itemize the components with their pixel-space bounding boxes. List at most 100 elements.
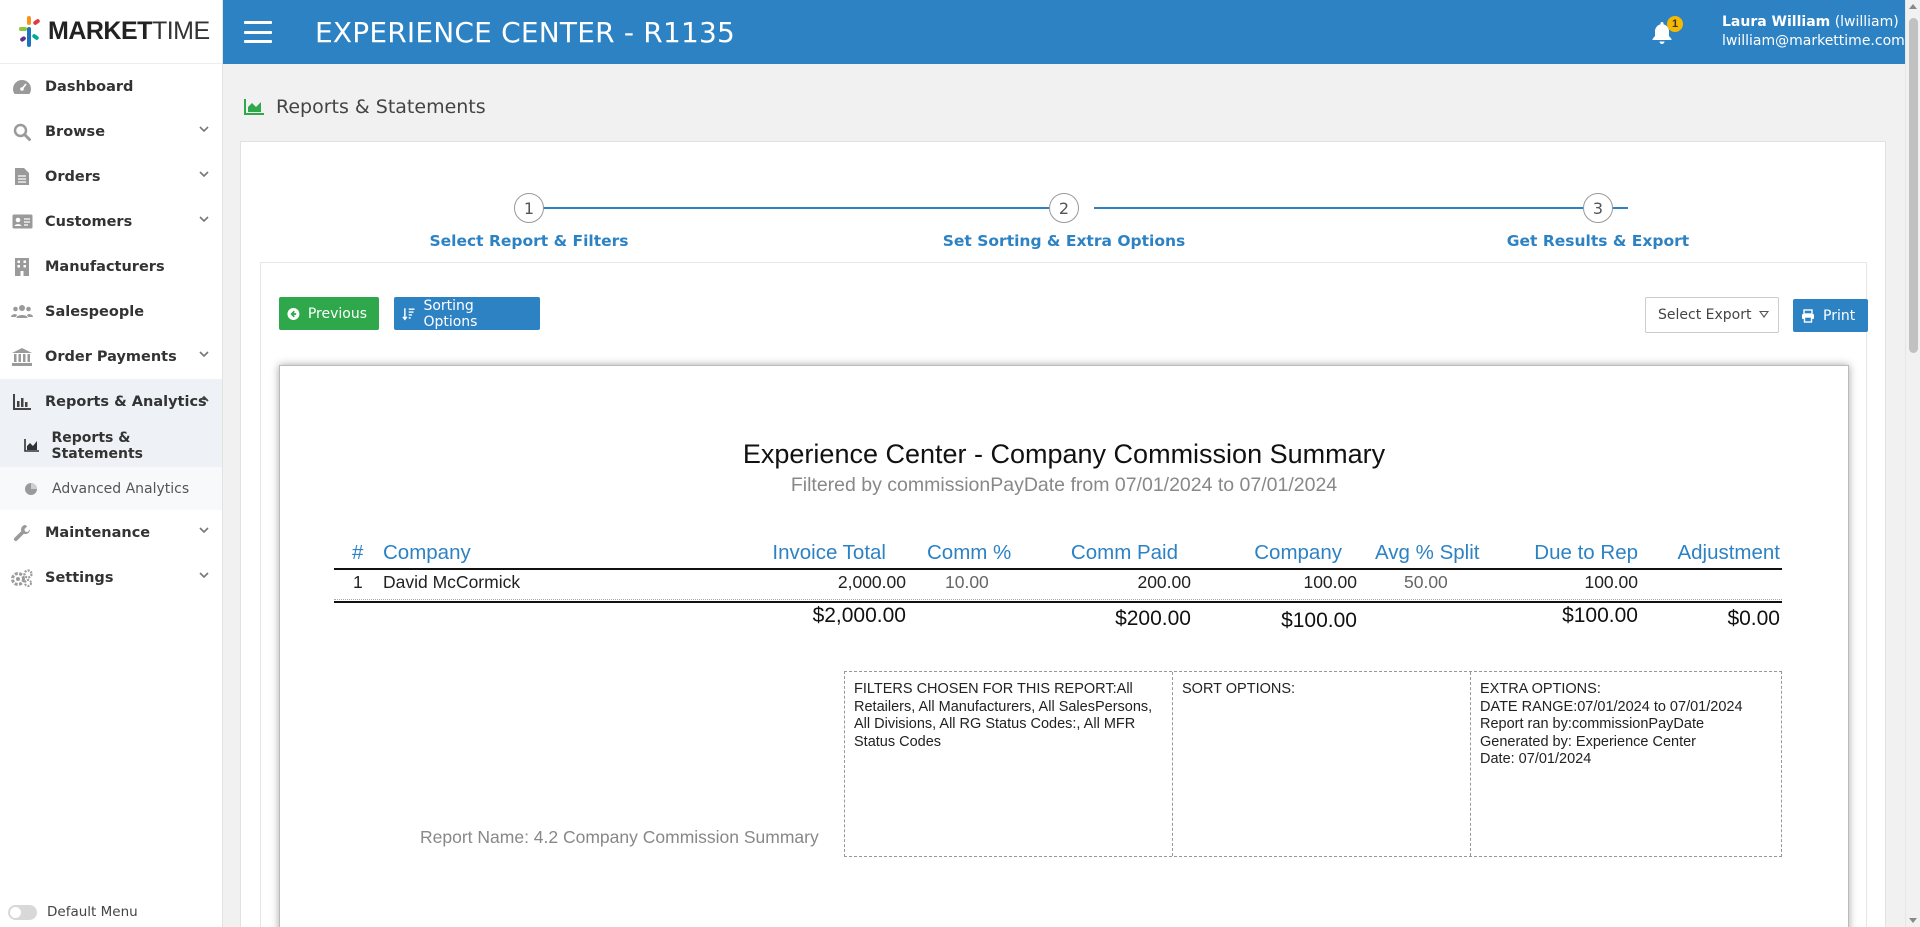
column-header: #: [352, 541, 364, 564]
bar-chart-icon: [11, 391, 33, 413]
chevron-down-icon: [199, 572, 209, 579]
page-scrollbar[interactable]: [1905, 0, 1920, 927]
sidebar-item-reports-analytics[interactable]: Reports & Analytics: [0, 379, 222, 424]
sidebar-item-salespeople[interactable]: Salespeople: [0, 289, 222, 334]
step-1-circle[interactable]: 1: [514, 193, 544, 223]
sidebar-item-label: Maintenance: [45, 524, 151, 541]
step-1-label[interactable]: Select Report & Filters: [429, 232, 629, 250]
logo-mark-icon: [18, 14, 44, 50]
sidebar-item-label: Salespeople: [45, 303, 145, 320]
cell-company: David McCormick: [383, 572, 521, 592]
report-preview: Experience Center - Company Commission S…: [279, 365, 1849, 927]
step-3-circle[interactable]: 3: [1583, 193, 1613, 223]
sidebar-item-label: Orders: [45, 168, 101, 185]
sidebar-item-dashboard[interactable]: Dashboard: [0, 64, 222, 109]
chevron-down-icon: [199, 351, 209, 358]
column-header: Avg % Split: [1375, 541, 1480, 564]
column-header: Company: [383, 541, 471, 564]
cell-num: 1: [353, 572, 363, 592]
chevron-down-icon: [199, 171, 209, 178]
filters-text: FILTERS CHOSEN FOR THIS REPORT:All Retai…: [854, 681, 1153, 750]
chevron-up-icon: [199, 395, 209, 402]
filters-box: FILTERS CHOSEN FOR THIS REPORT:All Retai…: [845, 672, 1173, 856]
sidebar-nav: Dashboard Browse Orders Customers: [0, 64, 222, 600]
toggle-switch[interactable]: [8, 904, 37, 920]
logo-text: MARKETTIME: [48, 17, 210, 45]
column-header: Invoice Total: [772, 541, 886, 564]
dropdown-caret-icon: [1759, 311, 1769, 318]
cell-avg-split: 50.00: [1404, 572, 1448, 592]
notification-badge: 1: [1667, 16, 1683, 32]
hamburger-menu-icon[interactable]: [244, 21, 272, 43]
sidebar-item-label: Dashboard: [45, 78, 134, 95]
sidebar-item-label: Manufacturers: [45, 258, 165, 275]
sorting-options-label: Sorting Options: [423, 297, 478, 330]
report-wizard-card: 1 2 3 Select Report & Filters Set Sortin…: [240, 141, 1886, 927]
total-adjustment: $0.00: [1727, 607, 1780, 630]
step-connector: [1094, 207, 1628, 209]
users-icon: [11, 301, 33, 323]
sidebar-subitem-reports-statements[interactable]: Reports & Statements: [0, 424, 222, 467]
area-chart-icon: [24, 438, 42, 454]
extra-options-line: DATE RANGE:07/01/2024 to 07/01/2024: [1480, 698, 1743, 715]
totals-row: $2,000.00 $200.00 $100.00 $100.00 $0.00: [280, 603, 1848, 637]
sidebar-item-customers[interactable]: Customers: [0, 199, 222, 244]
arrow-left-circle-icon: [287, 307, 300, 320]
area-chart-icon: [244, 99, 264, 115]
page-header: Reports & Statements: [244, 96, 486, 118]
chevron-down-icon: [199, 527, 209, 534]
sidebar-item-label: Order Payments: [45, 348, 177, 365]
sidebar-item-orders[interactable]: Orders: [0, 154, 222, 199]
step-3-label[interactable]: Get Results & Export: [1506, 232, 1690, 250]
sort-icon: [402, 307, 415, 320]
scroll-up-arrow-icon[interactable]: [1909, 4, 1917, 9]
sidebar-item-label: Customers: [45, 213, 133, 230]
previous-button[interactable]: Previous: [279, 297, 379, 330]
scrollbar-thumb[interactable]: [1909, 18, 1918, 353]
step-2-label[interactable]: Set Sorting & Extra Options: [942, 232, 1186, 250]
sorting-options-button[interactable]: Sorting Options: [394, 297, 540, 330]
cell-comm-paid: 200.00: [1137, 572, 1191, 592]
sidebar-item-maintenance[interactable]: Maintenance: [0, 510, 222, 555]
sidebar-item-settings[interactable]: Settings: [0, 555, 222, 600]
report-title: Experience Center - Company Commission S…: [742, 439, 1386, 469]
previous-label: Previous: [307, 305, 367, 322]
dashboard-icon: [11, 76, 33, 98]
sidebar-item-browse[interactable]: Browse: [0, 109, 222, 154]
sidebar-subitem-label: Reports & Statements: [51, 429, 144, 462]
scroll-down-arrow-icon[interactable]: [1909, 918, 1917, 923]
select-export-dropdown[interactable]: Select Export: [1645, 297, 1779, 333]
header-rule: [334, 568, 1782, 570]
sidebar-item-manufacturers[interactable]: Manufacturers: [0, 244, 222, 289]
sidebar-item-label: Reports & Analytics: [45, 393, 207, 410]
sidebar-item-label: Browse: [45, 123, 106, 140]
search-icon: [11, 121, 33, 143]
user-menu[interactable]: Laura William (lwilliam) lwilliam@market…: [1722, 13, 1905, 51]
table-row: 1 David McCormick 2,000.00 10.00 200.00 …: [280, 572, 1848, 600]
bell-icon: [1652, 22, 1672, 44]
total-company: $100.00: [1281, 609, 1357, 632]
total-invoice: $2,000.00: [812, 604, 906, 627]
sort-options-text: SORT OPTIONS:: [1182, 681, 1296, 697]
wizard-stepper: 1 2 3 Select Report & Filters Set Sortin…: [241, 142, 1885, 262]
column-header: Adjustment: [1677, 541, 1780, 564]
print-label: Print: [1823, 307, 1856, 324]
extra-options-line: EXTRA OPTIONS:: [1480, 681, 1601, 697]
extra-options-line: Date: 07/01/2024: [1480, 751, 1592, 767]
logo[interactable]: MARKETTIME: [0, 0, 222, 64]
report-name: Report Name: 4.2 Company Commission Summ…: [420, 827, 819, 847]
chevron-down-icon: [199, 216, 209, 223]
default-menu-toggle[interactable]: Default Menu: [8, 901, 138, 923]
id-card-icon: [11, 211, 33, 233]
step-2-circle[interactable]: 2: [1049, 193, 1079, 223]
print-button[interactable]: Print: [1793, 299, 1868, 332]
app-title: EXPERIENCE CENTER - R1135: [315, 15, 735, 49]
document-icon: [11, 166, 33, 188]
extra-options-line: Report ran by:commissionPayDate: [1480, 716, 1705, 732]
building-icon: [11, 256, 33, 278]
gears-icon: [11, 567, 33, 589]
sidebar-subitem-advanced-analytics[interactable]: Advanced Analytics: [0, 467, 222, 510]
sidebar-item-order-payments[interactable]: Order Payments: [0, 334, 222, 379]
notifications-button[interactable]: 1: [1649, 16, 1683, 45]
row-divider: [334, 599, 1782, 600]
